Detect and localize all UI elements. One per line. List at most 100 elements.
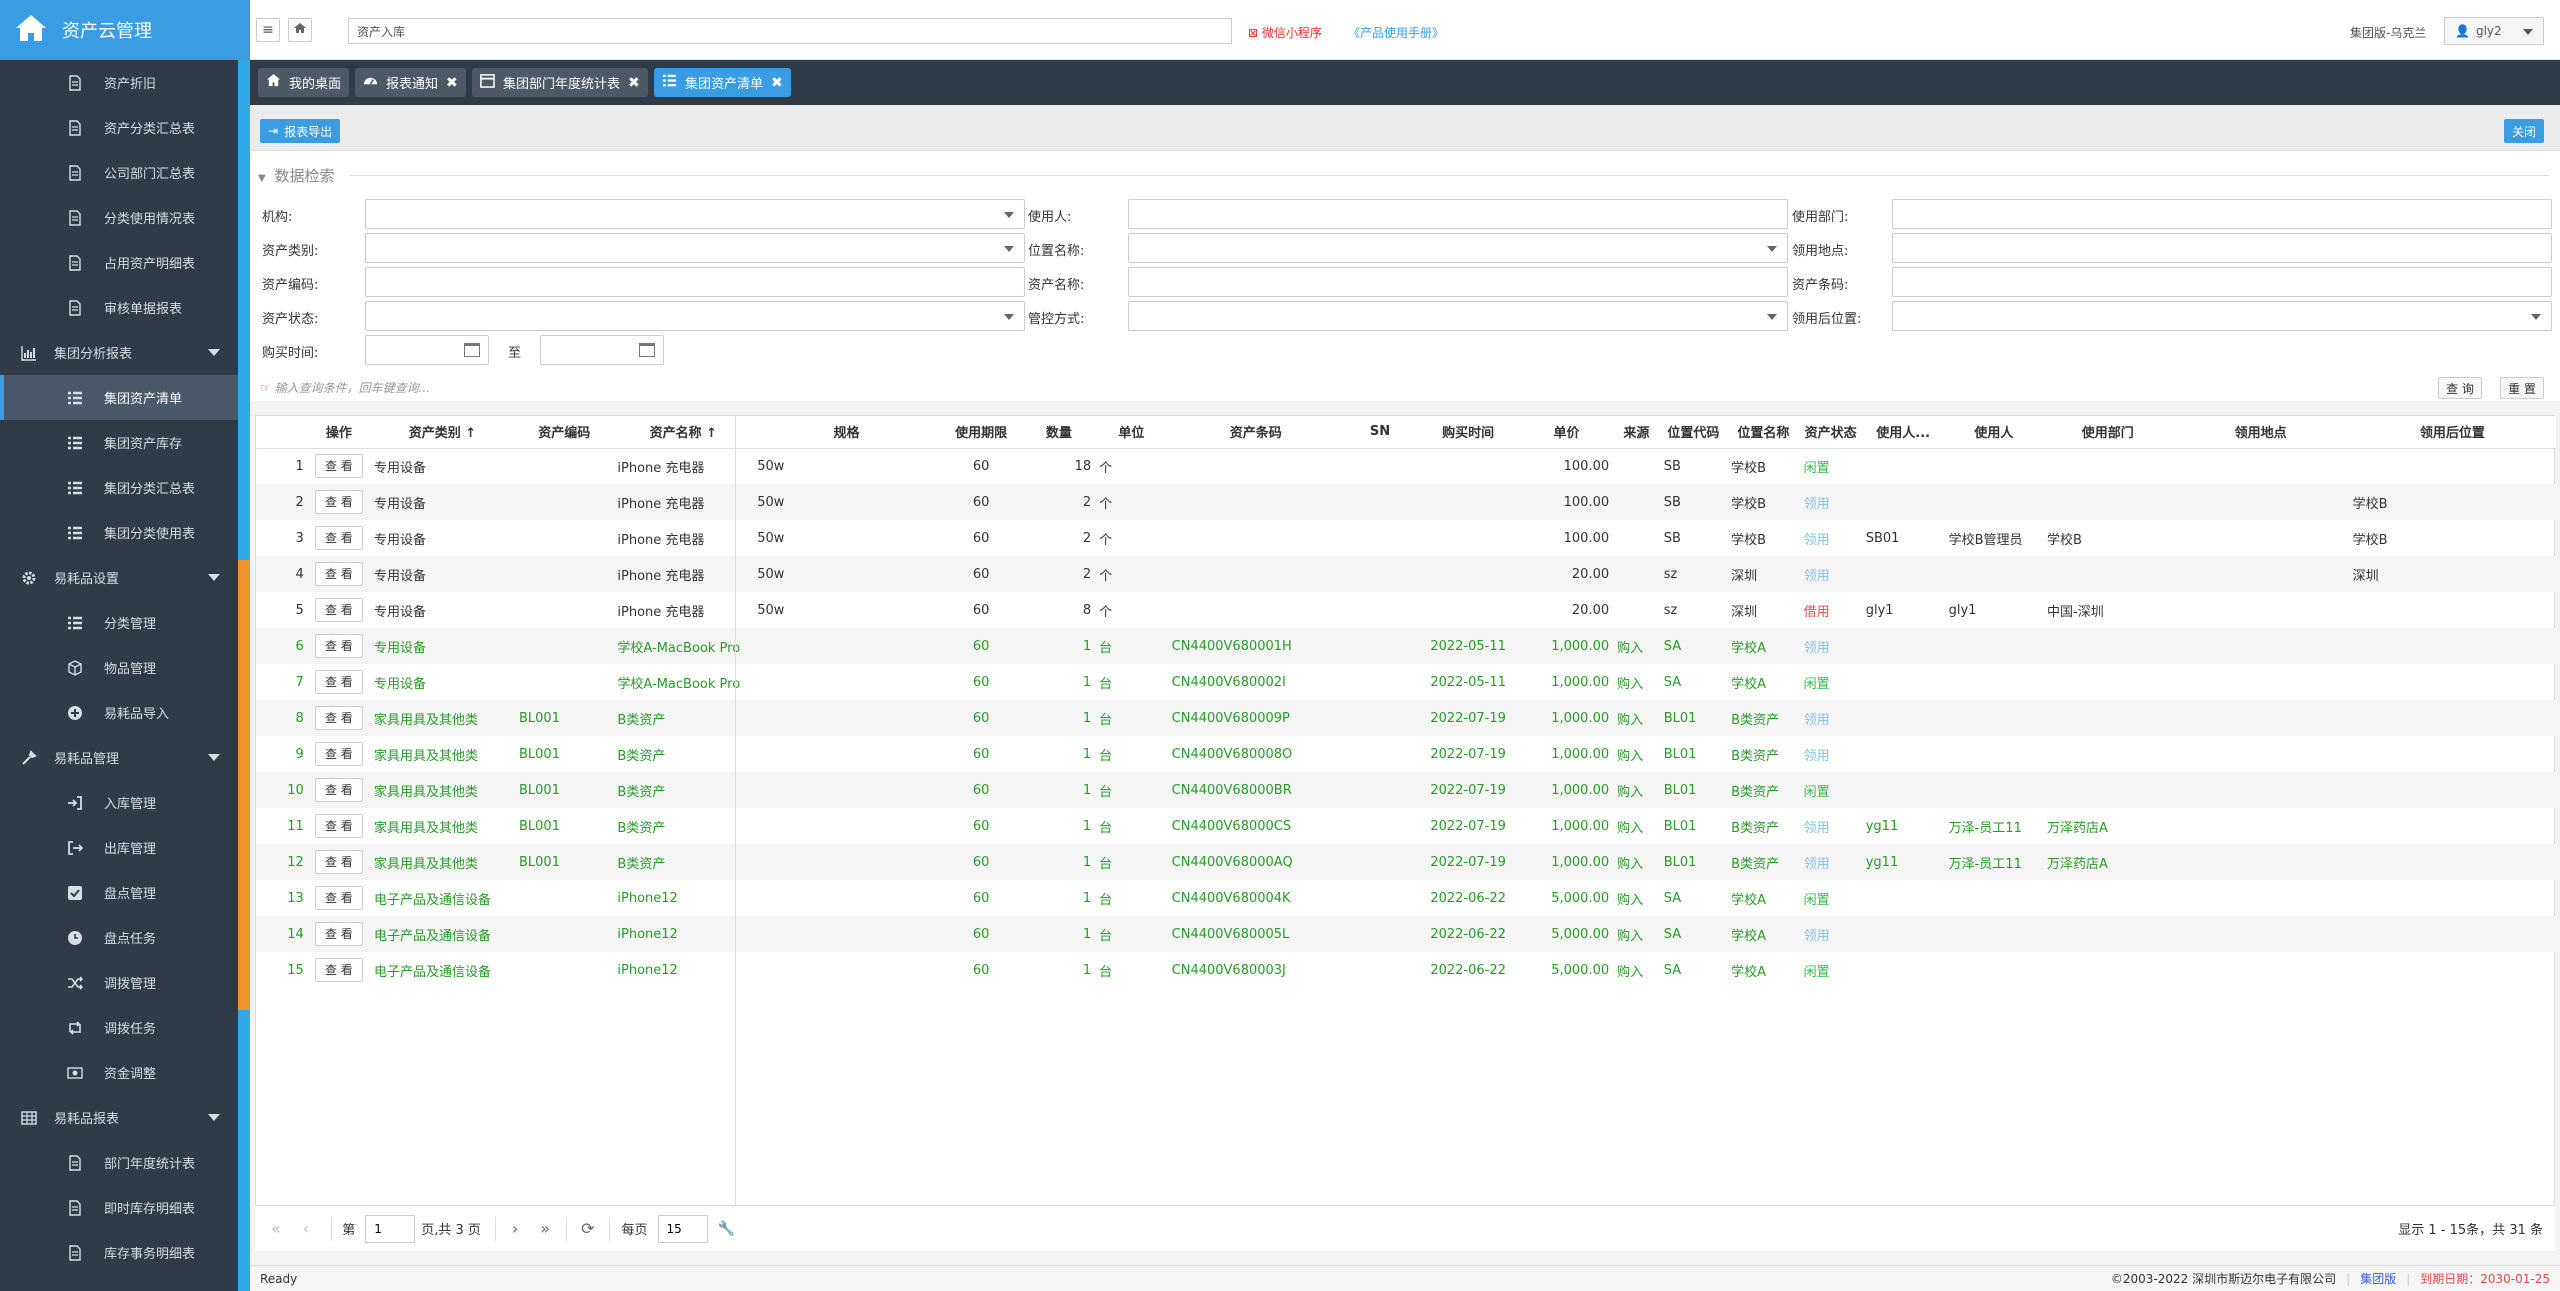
- column-header[interactable]: 位置名称: [1727, 416, 1800, 449]
- location-select[interactable]: [1128, 233, 1788, 263]
- tab-item[interactable]: 集团资产清单 ✖: [654, 68, 791, 97]
- sidebar-item[interactable]: 集团分类汇总表: [0, 465, 238, 510]
- column-header[interactable]: 资产编码: [514, 416, 614, 449]
- sidebar-item[interactable]: 出库管理: [0, 825, 238, 870]
- view-button[interactable]: 查 看: [314, 886, 363, 910]
- sidebar-item[interactable]: 集团分析报表: [0, 330, 238, 375]
- view-button[interactable]: 查 看: [314, 670, 363, 694]
- column-header[interactable]: 资产类别 ↑: [369, 416, 515, 449]
- view-button[interactable]: 查 看: [314, 778, 363, 802]
- last-page-icon[interactable]: »: [540, 1219, 551, 1238]
- table-row[interactable]: 3 查 看专用设备 iPhone 充电器 50w 60 2 个 100.00 SB 学校B 领用 SB…: [256, 520, 2556, 556]
- column-header[interactable]: 使用人...: [1861, 416, 1945, 449]
- column-header[interactable]: 来源: [1613, 416, 1660, 449]
- view-button[interactable]: 查 看: [314, 814, 363, 838]
- table-row[interactable]: 5 查 看专用设备 iPhone 充电器 50w 60 8 个 20.00 sz 深圳 借用 gly1…: [256, 592, 2556, 628]
- column-header[interactable]: 领用后位置: [2348, 416, 2556, 449]
- export-button[interactable]: ⇥ 报表导出: [260, 119, 341, 143]
- sidebar-item[interactable]: 资产折旧: [0, 60, 238, 105]
- table-row[interactable]: 13 查 看电子产品及通信设备 iPhone12 60 1 台 CN4400V680004K…: [256, 880, 2556, 916]
- sidebar-item[interactable]: 易耗品管理: [0, 735, 238, 780]
- after-location-select[interactable]: [1892, 301, 2552, 331]
- sidebar-item[interactable]: 物品管理: [0, 645, 238, 690]
- view-button[interactable]: 查 看: [314, 706, 363, 730]
- tab-item[interactable]: 集团部门年度统计表 ✖: [472, 68, 648, 97]
- table-row[interactable]: 9 查 看家具用具及其他类 BL001 B类资产 60 1 台 CN4400V680008O 2…: [256, 736, 2556, 772]
- barcode-field[interactable]: [1892, 267, 2552, 297]
- sidebar-item[interactable]: 资金调整: [0, 1050, 238, 1095]
- view-button[interactable]: 查 看: [314, 526, 363, 550]
- column-header[interactable]: 操作: [307, 416, 370, 449]
- org-select[interactable]: [365, 199, 1025, 229]
- column-header[interactable]: 使用人: [1944, 416, 2044, 449]
- table-row[interactable]: 14 查 看电子产品及通信设备 iPhone12 60 1 台 CN4400V680005L…: [256, 916, 2556, 952]
- user-field[interactable]: [1128, 199, 1788, 229]
- brand[interactable]: 资产云管理: [0, 0, 250, 60]
- view-button[interactable]: 查 看: [314, 850, 363, 874]
- tab-item[interactable]: 报表通知 ✖: [355, 68, 466, 97]
- column-header[interactable]: 位置代码: [1659, 416, 1728, 449]
- column-header[interactable]: SN: [1343, 416, 1417, 449]
- sidebar-item[interactable]: 盘点任务: [0, 915, 238, 960]
- control-select[interactable]: [1128, 301, 1788, 331]
- query-button[interactable]: 查 询: [2438, 377, 2482, 399]
- view-button[interactable]: 查 看: [314, 598, 363, 622]
- sidebar-item[interactable]: 分类管理: [0, 600, 238, 645]
- column-header[interactable]: 使用期限: [939, 416, 1023, 449]
- column-header[interactable]: 规格: [753, 416, 940, 449]
- dept-field[interactable]: [1892, 199, 2552, 229]
- view-button[interactable]: 查 看: [314, 454, 363, 479]
- sort-asc-icon[interactable]: ↑: [460, 426, 477, 442]
- category-select[interactable]: [365, 233, 1025, 263]
- column-header[interactable]: 单位: [1095, 416, 1168, 449]
- column-header[interactable]: 数量: [1022, 416, 1096, 449]
- sidebar-item[interactable]: 易耗品导入: [0, 690, 238, 735]
- sort-asc-icon[interactable]: ↑: [701, 426, 718, 442]
- view-button[interactable]: 查 看: [314, 922, 363, 946]
- wechat-link[interactable]: ⊠ 微信小程序: [1248, 24, 1322, 41]
- sidebar-item[interactable]: 部门年度统计表: [0, 1140, 238, 1185]
- refresh-icon[interactable]: ⟳: [581, 1219, 595, 1238]
- tab-item[interactable]: 我的桌面: [258, 68, 350, 97]
- sidebar-item[interactable]: 公司部门汇总表: [0, 150, 238, 195]
- column-header[interactable]: 领用地点: [2172, 416, 2349, 449]
- close-tab-icon[interactable]: ✖: [446, 74, 458, 91]
- reset-button[interactable]: 重 置: [2500, 377, 2544, 399]
- manual-link[interactable]: 《产品使用手册》: [1348, 26, 1445, 40]
- sidebar-item[interactable]: 易耗品报表: [0, 1095, 238, 1140]
- calendar-icon[interactable]: [639, 343, 655, 357]
- user-dropdown[interactable]: 👤 gly2: [2444, 17, 2544, 45]
- sidebar-item[interactable]: 集团资产库存: [0, 420, 238, 465]
- view-button[interactable]: 查 看: [314, 562, 363, 586]
- status-select[interactable]: [365, 301, 1025, 331]
- sidebar-item[interactable]: 占用资产明细表: [0, 240, 238, 285]
- table-row[interactable]: 11 查 看家具用具及其他类 BL001 B类资产 60 1 台 CN4400V68000CS…: [256, 808, 2556, 844]
- sidebar-item[interactable]: 集团资产清单: [0, 375, 238, 420]
- sidebar-item[interactable]: 盘点管理: [0, 870, 238, 915]
- wrench-icon[interactable]: 🔧: [717, 1220, 735, 1237]
- close-button[interactable]: 关闭: [2504, 119, 2545, 143]
- view-button[interactable]: 查 看: [314, 634, 363, 658]
- view-button[interactable]: 查 看: [314, 958, 363, 982]
- sidebar-item[interactable]: 集团分类使用表: [0, 510, 238, 555]
- table-row[interactable]: 1 查 看专用设备 iPhone 充电器 50w 60 18 个 100.00 SB 学校B 闲置: [256, 448, 2556, 484]
- view-button[interactable]: 查 看: [314, 490, 363, 514]
- sidebar-item[interactable]: 易耗品设置: [0, 555, 238, 600]
- buytime-start-input[interactable]: [365, 335, 489, 365]
- name-field[interactable]: [1128, 267, 1788, 297]
- sidebar-item[interactable]: 分类使用情况表: [0, 195, 238, 240]
- column-header[interactable]: [256, 416, 308, 449]
- table-row[interactable]: 7 查 看专用设备 学校A-MacBook Pro 60 1 台 CN4400V680002…: [256, 664, 2556, 700]
- menu-toggle-button[interactable]: ≡: [256, 18, 280, 42]
- table-row[interactable]: 10 查 看家具用具及其他类 BL001 B类资产 60 1 台 CN4400V68000BR…: [256, 772, 2556, 808]
- code-field[interactable]: [365, 267, 1025, 297]
- page-input[interactable]: [365, 1214, 416, 1243]
- next-page-icon[interactable]: ›: [511, 1219, 519, 1238]
- sidebar-item[interactable]: 审核单据报表: [0, 285, 238, 330]
- sidebar-item[interactable]: 调拨任务: [0, 1005, 238, 1050]
- collapse-icon[interactable]: ▼: [258, 173, 266, 184]
- calendar-icon[interactable]: [464, 343, 480, 357]
